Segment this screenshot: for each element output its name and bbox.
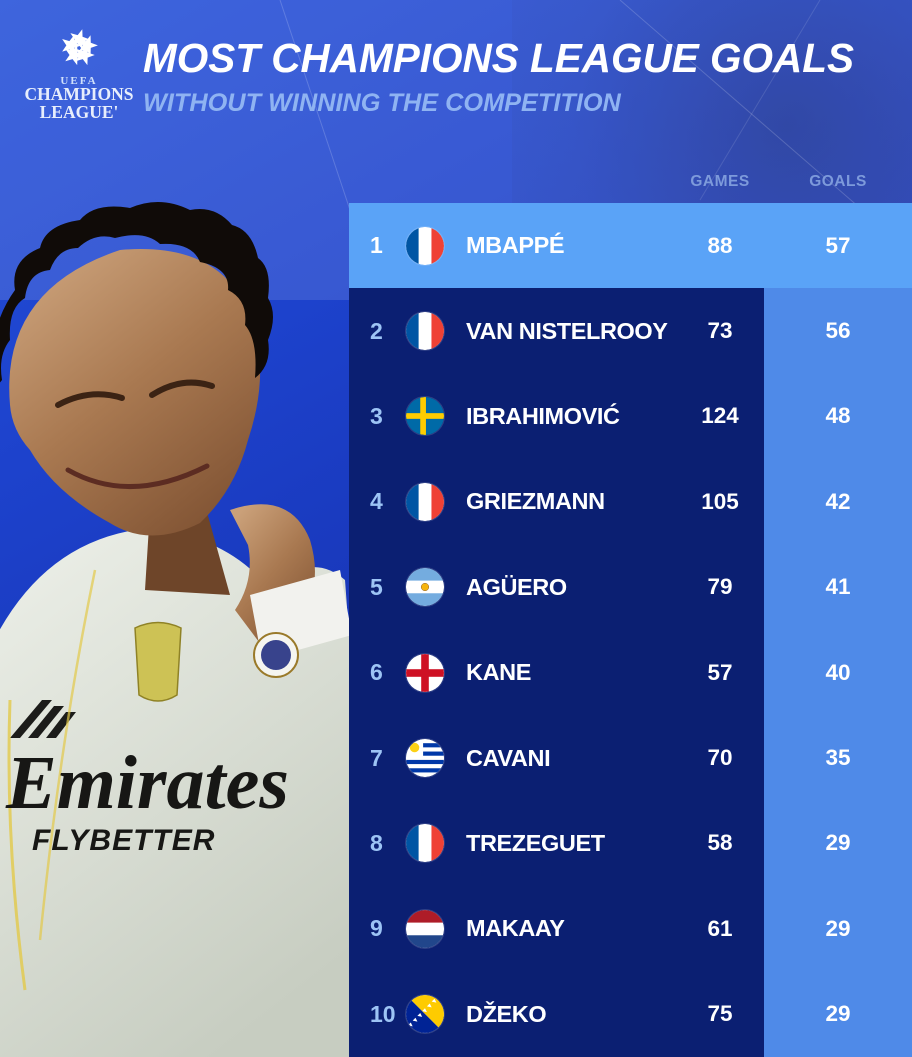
svg-text:FLYBETTER: FLYBETTER: [32, 824, 215, 857]
svg-text:Emirates: Emirates: [5, 741, 289, 825]
